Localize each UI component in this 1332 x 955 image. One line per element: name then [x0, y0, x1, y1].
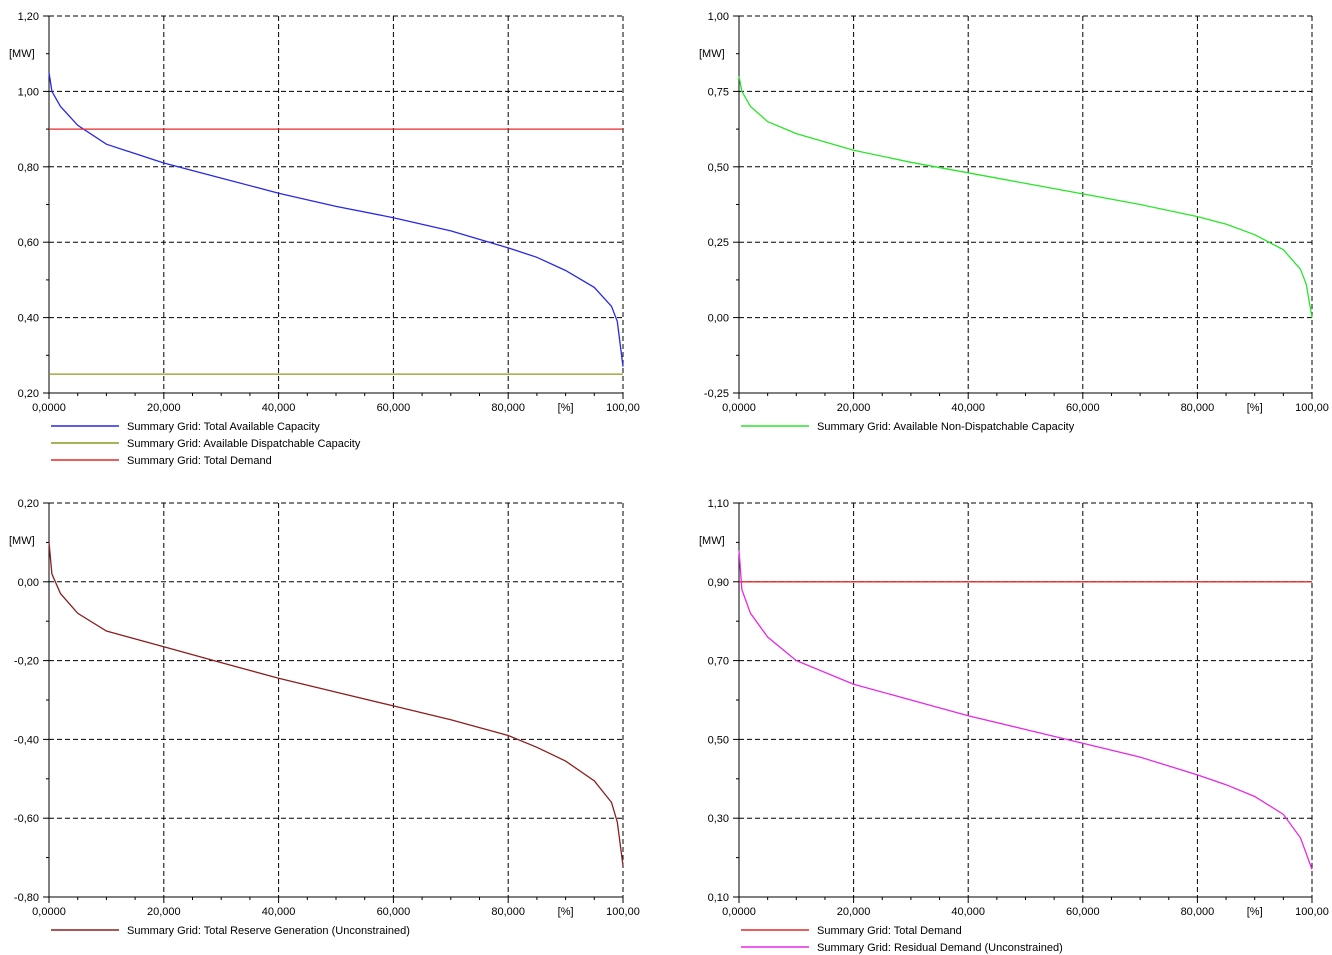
chart-panel-1: 0,20 0,40 0,60 0,80 1,00 1,20 [MW] 0,0000 20,000… [9, 11, 640, 467]
legend-label: Summary Grid: Total Demand [817, 925, 962, 937]
legend-label: Summary Grid: Available Dispatchable Cap… [127, 438, 361, 450]
legend-label: Summary Grid: Residual Demand (Unconstra… [817, 942, 1063, 954]
x-tick-label: 0,0000 [32, 906, 66, 918]
legend-label: Summary Grid: Available Non-Dispatchable… [817, 421, 1075, 433]
y-tick-label: 0,90 [708, 577, 729, 589]
series-line-1 [738, 76, 1313, 318]
y-tick-label: 0,60 [18, 237, 39, 249]
y-tick-label: 0,40 [18, 313, 39, 325]
y-tick-label: 0,50 [708, 162, 729, 174]
legend-label: Summary Grid: Total Reserve Generation (… [127, 925, 410, 937]
x-unit-label: [%] [1247, 402, 1263, 414]
y-unit-label: [MW] [699, 48, 725, 60]
x-unit-label: [%] [558, 906, 574, 918]
y-tick-label: -0,80 [14, 892, 39, 904]
legend-label: Summary Grid: Total Available Capacity [127, 421, 320, 433]
y-tick-label: 0,25 [708, 237, 729, 249]
x-tick-label: 20,000 [837, 906, 871, 918]
x-tick-label: 100,00 [606, 402, 640, 414]
x-tick-label: 40,000 [262, 906, 296, 918]
series-line-2 [738, 550, 1313, 870]
y-tick-label: 0,20 [18, 498, 39, 510]
y-unit-label: [MW] [699, 535, 725, 547]
y-tick-label: -0,25 [704, 388, 729, 400]
y-tick-label: -0,40 [14, 734, 39, 746]
x-tick-label: 20,000 [147, 906, 181, 918]
y-tick-label: 0,80 [18, 162, 39, 174]
y-tick-label: 1,00 [18, 86, 39, 98]
x-tick-label: 60,000 [377, 402, 411, 414]
chart-panel-3: -0,80 -0,60 -0,40 -0,20 0,00 0,20 [MW] 0,0000 20… [9, 498, 640, 937]
chart-panel-2: -0,25 0,00 0,25 0,50 0,75 1,00 [MW] 0,0000 20,00… [699, 11, 1329, 433]
x-tick-label: 80,000 [1181, 906, 1215, 918]
x-tick-label: 0,0000 [722, 906, 756, 918]
y-tick-label: 0,30 [708, 813, 729, 825]
x-tick-label: 100,00 [1295, 906, 1329, 918]
y-tick-label: -0,20 [14, 656, 39, 668]
series-line-1 [48, 72, 624, 367]
x-tick-label: 20,000 [837, 402, 871, 414]
legend-label: Summary Grid: Total Demand [127, 455, 272, 467]
x-tick-label: 0,0000 [32, 402, 66, 414]
x-tick-label: 20,000 [147, 402, 181, 414]
x-unit-label: [%] [558, 402, 574, 414]
x-tick-label: 40,000 [951, 402, 985, 414]
y-tick-label: 0,20 [18, 388, 39, 400]
y-tick-label: 0,10 [708, 892, 729, 904]
y-tick-label: 1,20 [18, 11, 39, 23]
x-unit-label: [%] [1247, 906, 1263, 918]
y-tick-label: 1,00 [708, 11, 729, 23]
x-tick-label: 40,000 [262, 402, 296, 414]
y-unit-label: [MW] [9, 48, 35, 60]
y-tick-label: 1,10 [708, 498, 729, 510]
y-tick-label: -0,60 [14, 813, 39, 825]
x-tick-label: 60,000 [1066, 906, 1100, 918]
y-tick-label: 0,00 [708, 313, 729, 325]
x-tick-label: 100,00 [1295, 402, 1329, 414]
x-tick-label: 60,000 [377, 906, 411, 918]
x-tick-label: 80,000 [491, 906, 525, 918]
x-tick-label: 80,000 [491, 402, 525, 414]
chart-panel-4: 0,10 0,30 0,50 0,70 0,90 1,10 [MW] 0,0000 20,000… [699, 498, 1329, 954]
y-tick-label: 0,00 [18, 577, 39, 589]
y-tick-label: 0,75 [708, 86, 729, 98]
x-tick-label: 40,000 [951, 906, 985, 918]
y-tick-label: 0,50 [708, 734, 729, 746]
x-tick-label: 80,000 [1181, 402, 1215, 414]
x-tick-label: 60,000 [1066, 402, 1100, 414]
y-tick-label: 0,70 [708, 656, 729, 668]
x-tick-label: 0,0000 [722, 402, 756, 414]
y-unit-label: [MW] [9, 535, 35, 547]
x-tick-label: 100,00 [606, 906, 640, 918]
series-line-1 [48, 542, 624, 866]
